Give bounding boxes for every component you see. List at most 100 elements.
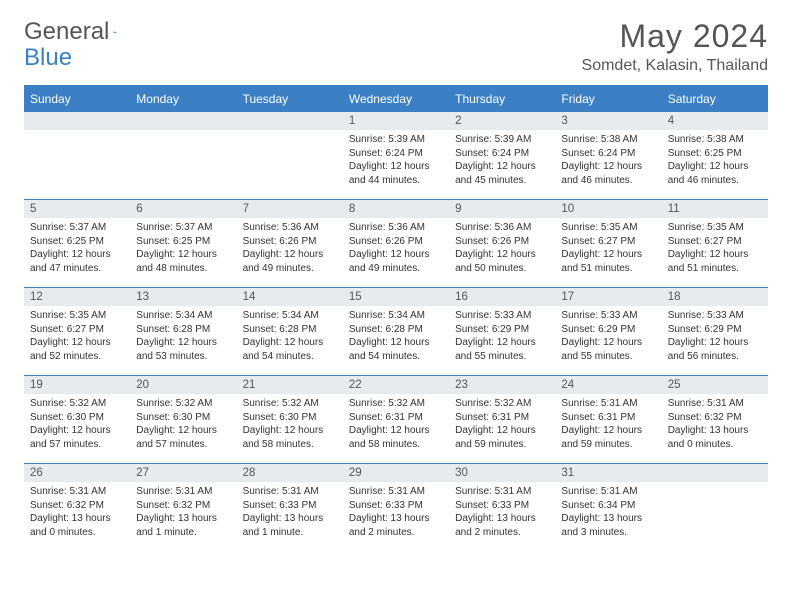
- calendar-day-cell: 16Sunrise: 5:33 AMSunset: 6:29 PMDayligh…: [449, 288, 555, 376]
- calendar-week-row: 5Sunrise: 5:37 AMSunset: 6:25 PMDaylight…: [24, 200, 768, 288]
- calendar-day-cell: 5Sunrise: 5:37 AMSunset: 6:25 PMDaylight…: [24, 200, 130, 288]
- day-content: Sunrise: 5:31 AMSunset: 6:33 PMDaylight:…: [343, 482, 449, 543]
- day-content: Sunrise: 5:32 AMSunset: 6:30 PMDaylight:…: [237, 394, 343, 455]
- calendar-body: 1Sunrise: 5:39 AMSunset: 6:24 PMDaylight…: [24, 112, 768, 552]
- calendar-day-cell: 7Sunrise: 5:36 AMSunset: 6:26 PMDaylight…: [237, 200, 343, 288]
- day-number: 7: [237, 200, 343, 218]
- day-number: 14: [237, 288, 343, 306]
- logo: General: [24, 18, 137, 46]
- calendar-day-cell: 22Sunrise: 5:32 AMSunset: 6:31 PMDayligh…: [343, 376, 449, 464]
- day-content: Sunrise: 5:37 AMSunset: 6:25 PMDaylight:…: [130, 218, 236, 279]
- day-number: 23: [449, 376, 555, 394]
- weekday-header: Saturday: [662, 86, 768, 112]
- weekday-header: Monday: [130, 86, 236, 112]
- day-content: Sunrise: 5:33 AMSunset: 6:29 PMDaylight:…: [555, 306, 661, 367]
- calendar-day-cell: [237, 112, 343, 200]
- calendar-day-cell: 10Sunrise: 5:35 AMSunset: 6:27 PMDayligh…: [555, 200, 661, 288]
- day-content: Sunrise: 5:32 AMSunset: 6:30 PMDaylight:…: [130, 394, 236, 455]
- calendar-day-cell: 23Sunrise: 5:32 AMSunset: 6:31 PMDayligh…: [449, 376, 555, 464]
- calendar-day-cell: 27Sunrise: 5:31 AMSunset: 6:32 PMDayligh…: [130, 464, 236, 552]
- weekday-header: Friday: [555, 86, 661, 112]
- weekday-header: Tuesday: [237, 86, 343, 112]
- calendar-week-row: 19Sunrise: 5:32 AMSunset: 6:30 PMDayligh…: [24, 376, 768, 464]
- day-number: 26: [24, 464, 130, 482]
- month-title: May 2024: [582, 18, 768, 55]
- day-number: 29: [343, 464, 449, 482]
- weekday-header: Wednesday: [343, 86, 449, 112]
- calendar-week-row: 12Sunrise: 5:35 AMSunset: 6:27 PMDayligh…: [24, 288, 768, 376]
- day-number: 12: [24, 288, 130, 306]
- day-content: Sunrise: 5:33 AMSunset: 6:29 PMDaylight:…: [449, 306, 555, 367]
- day-content: Sunrise: 5:31 AMSunset: 6:32 PMDaylight:…: [24, 482, 130, 543]
- calendar-day-cell: 12Sunrise: 5:35 AMSunset: 6:27 PMDayligh…: [24, 288, 130, 376]
- day-content: Sunrise: 5:36 AMSunset: 6:26 PMDaylight:…: [237, 218, 343, 279]
- day-number: 30: [449, 464, 555, 482]
- calendar-day-cell: 24Sunrise: 5:31 AMSunset: 6:31 PMDayligh…: [555, 376, 661, 464]
- weekday-header: Sunday: [24, 86, 130, 112]
- day-content: Sunrise: 5:32 AMSunset: 6:31 PMDaylight:…: [343, 394, 449, 455]
- title-block: May 2024 Somdet, Kalasin, Thailand: [582, 18, 768, 75]
- day-content: Sunrise: 5:34 AMSunset: 6:28 PMDaylight:…: [343, 306, 449, 367]
- calendar-day-cell: 21Sunrise: 5:32 AMSunset: 6:30 PMDayligh…: [237, 376, 343, 464]
- day-number: [237, 112, 343, 130]
- day-number: 25: [662, 376, 768, 394]
- calendar-day-cell: 19Sunrise: 5:32 AMSunset: 6:30 PMDayligh…: [24, 376, 130, 464]
- day-number: 16: [449, 288, 555, 306]
- day-number: 4: [662, 112, 768, 130]
- day-number: 24: [555, 376, 661, 394]
- day-content: Sunrise: 5:35 AMSunset: 6:27 PMDaylight:…: [662, 218, 768, 279]
- calendar-day-cell: 2Sunrise: 5:39 AMSunset: 6:24 PMDaylight…: [449, 112, 555, 200]
- day-content: Sunrise: 5:35 AMSunset: 6:27 PMDaylight:…: [555, 218, 661, 279]
- day-content: Sunrise: 5:38 AMSunset: 6:24 PMDaylight:…: [555, 130, 661, 191]
- day-content: Sunrise: 5:39 AMSunset: 6:24 PMDaylight:…: [449, 130, 555, 191]
- logo-text-general: General: [24, 18, 109, 46]
- day-number: 10: [555, 200, 661, 218]
- day-content: Sunrise: 5:35 AMSunset: 6:27 PMDaylight:…: [24, 306, 130, 367]
- day-number: 5: [24, 200, 130, 218]
- day-number: 13: [130, 288, 236, 306]
- calendar-day-cell: [130, 112, 236, 200]
- calendar-day-cell: 18Sunrise: 5:33 AMSunset: 6:29 PMDayligh…: [662, 288, 768, 376]
- day-content: Sunrise: 5:31 AMSunset: 6:32 PMDaylight:…: [662, 394, 768, 455]
- day-number: 3: [555, 112, 661, 130]
- logo-text-blue: Blue: [24, 44, 72, 71]
- calendar-day-cell: 26Sunrise: 5:31 AMSunset: 6:32 PMDayligh…: [24, 464, 130, 552]
- calendar-day-cell: 28Sunrise: 5:31 AMSunset: 6:33 PMDayligh…: [237, 464, 343, 552]
- day-number: 28: [237, 464, 343, 482]
- day-number: [130, 112, 236, 130]
- calendar-day-cell: 30Sunrise: 5:31 AMSunset: 6:33 PMDayligh…: [449, 464, 555, 552]
- day-number: 31: [555, 464, 661, 482]
- day-content: Sunrise: 5:34 AMSunset: 6:28 PMDaylight:…: [130, 306, 236, 367]
- day-content: Sunrise: 5:31 AMSunset: 6:33 PMDaylight:…: [449, 482, 555, 543]
- day-number: 18: [662, 288, 768, 306]
- day-number: 19: [24, 376, 130, 394]
- day-content: Sunrise: 5:32 AMSunset: 6:30 PMDaylight:…: [24, 394, 130, 455]
- sail-icon: [113, 23, 117, 41]
- day-number: 2: [449, 112, 555, 130]
- day-number: 8: [343, 200, 449, 218]
- day-number: [662, 464, 768, 482]
- day-content: Sunrise: 5:36 AMSunset: 6:26 PMDaylight:…: [449, 218, 555, 279]
- day-content: Sunrise: 5:38 AMSunset: 6:25 PMDaylight:…: [662, 130, 768, 191]
- day-content: Sunrise: 5:31 AMSunset: 6:32 PMDaylight:…: [130, 482, 236, 543]
- day-number: 6: [130, 200, 236, 218]
- calendar-day-cell: 29Sunrise: 5:31 AMSunset: 6:33 PMDayligh…: [343, 464, 449, 552]
- day-number: 1: [343, 112, 449, 130]
- logo-text-blue-wrap: Blue: [24, 44, 72, 72]
- calendar-day-cell: 13Sunrise: 5:34 AMSunset: 6:28 PMDayligh…: [130, 288, 236, 376]
- day-number: 17: [555, 288, 661, 306]
- day-content: Sunrise: 5:33 AMSunset: 6:29 PMDaylight:…: [662, 306, 768, 367]
- calendar-week-row: 26Sunrise: 5:31 AMSunset: 6:32 PMDayligh…: [24, 464, 768, 552]
- calendar-day-cell: 17Sunrise: 5:33 AMSunset: 6:29 PMDayligh…: [555, 288, 661, 376]
- calendar-day-cell: 4Sunrise: 5:38 AMSunset: 6:25 PMDaylight…: [662, 112, 768, 200]
- calendar-day-cell: 9Sunrise: 5:36 AMSunset: 6:26 PMDaylight…: [449, 200, 555, 288]
- calendar-head: SundayMondayTuesdayWednesdayThursdayFrid…: [24, 86, 768, 112]
- day-content: Sunrise: 5:31 AMSunset: 6:33 PMDaylight:…: [237, 482, 343, 543]
- day-number: 22: [343, 376, 449, 394]
- day-number: 21: [237, 376, 343, 394]
- calendar-day-cell: 25Sunrise: 5:31 AMSunset: 6:32 PMDayligh…: [662, 376, 768, 464]
- day-number: 9: [449, 200, 555, 218]
- day-content: Sunrise: 5:31 AMSunset: 6:34 PMDaylight:…: [555, 482, 661, 543]
- calendar-day-cell: 11Sunrise: 5:35 AMSunset: 6:27 PMDayligh…: [662, 200, 768, 288]
- day-content: Sunrise: 5:37 AMSunset: 6:25 PMDaylight:…: [24, 218, 130, 279]
